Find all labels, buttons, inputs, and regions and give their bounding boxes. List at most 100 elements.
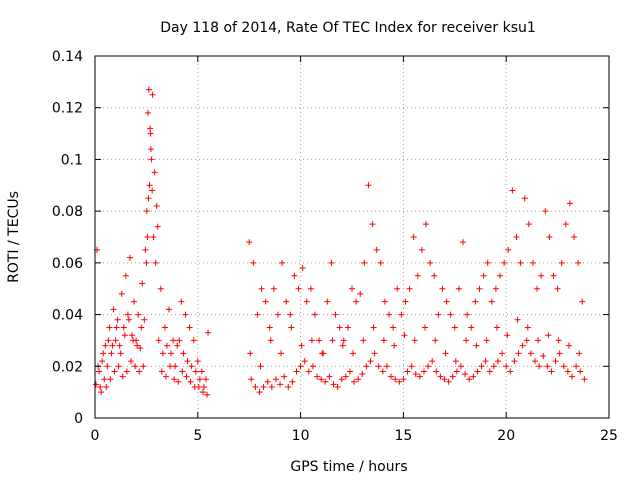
x-tick-label: 5 xyxy=(193,428,202,444)
data-point xyxy=(412,371,419,378)
data-point xyxy=(260,383,267,390)
data-point xyxy=(381,298,388,305)
data-point xyxy=(98,389,105,396)
data-point xyxy=(484,259,491,266)
data-point xyxy=(332,311,339,318)
data-point xyxy=(565,342,572,349)
data-point xyxy=(297,363,304,370)
data-point xyxy=(344,324,351,331)
data-point xyxy=(425,363,432,370)
data-point xyxy=(179,368,186,375)
data-point xyxy=(534,285,541,292)
data-point xyxy=(114,316,121,323)
data-point xyxy=(470,373,477,380)
data-point xyxy=(431,272,438,279)
data-point xyxy=(188,363,195,370)
data-point xyxy=(103,383,110,390)
data-point xyxy=(176,337,183,344)
data-point xyxy=(401,332,408,339)
data-point xyxy=(445,378,452,385)
data-point xyxy=(178,298,185,305)
data-point xyxy=(151,169,158,176)
data-point xyxy=(162,373,169,380)
data-point xyxy=(435,311,442,318)
data-point xyxy=(558,259,565,266)
data-point xyxy=(166,306,173,313)
data-point xyxy=(318,376,325,383)
data-point xyxy=(398,311,405,318)
data-point xyxy=(190,337,197,344)
data-point xyxy=(138,324,145,331)
data-point xyxy=(120,324,127,331)
data-point xyxy=(319,350,326,357)
data-point xyxy=(134,342,141,349)
data-point xyxy=(308,337,315,344)
data-point xyxy=(503,363,510,370)
data-point xyxy=(546,234,553,240)
data-point xyxy=(150,234,157,240)
data-point xyxy=(576,350,583,357)
data-point xyxy=(416,373,423,380)
data-point xyxy=(460,239,467,246)
data-point xyxy=(531,358,538,365)
data-point xyxy=(478,363,485,370)
data-point xyxy=(493,324,500,331)
data-point xyxy=(353,298,360,305)
data-point xyxy=(303,298,310,305)
data-point xyxy=(463,337,470,344)
data-point xyxy=(375,363,382,370)
data-point xyxy=(147,125,154,132)
data-point xyxy=(338,376,345,383)
data-point xyxy=(564,368,571,375)
data-point xyxy=(443,298,450,305)
data-point xyxy=(254,311,261,318)
y-tick-label: 0.12 xyxy=(52,101,83,117)
data-point xyxy=(336,324,343,331)
data-point xyxy=(573,363,580,370)
data-point xyxy=(117,350,124,357)
y-tick-label: 0.02 xyxy=(52,359,83,375)
data-point xyxy=(278,350,285,357)
data-point xyxy=(147,146,154,153)
data-point xyxy=(96,368,103,375)
data-point xyxy=(131,298,138,305)
y-tick-label: 0.04 xyxy=(52,308,83,324)
data-point xyxy=(515,350,522,357)
data-point xyxy=(545,332,552,339)
data-point xyxy=(365,182,372,189)
y-axis-label: ROTI / TECUs xyxy=(6,191,22,283)
data-point xyxy=(400,376,407,383)
data-point xyxy=(152,259,159,266)
data-point xyxy=(494,358,501,365)
data-point xyxy=(392,376,399,383)
data-point xyxy=(161,324,168,331)
data-point xyxy=(180,350,187,357)
data-point xyxy=(342,373,349,380)
data-point xyxy=(379,368,386,375)
data-point xyxy=(272,376,279,383)
x-tick-label: 20 xyxy=(497,428,515,444)
data-point xyxy=(256,389,263,396)
data-point xyxy=(140,363,147,370)
data-point xyxy=(196,376,203,383)
data-point xyxy=(451,324,458,331)
data-point xyxy=(414,272,421,279)
data-point xyxy=(579,298,586,305)
data-point xyxy=(205,329,212,336)
data-point xyxy=(252,383,259,390)
x-tick-label: 25 xyxy=(600,428,618,444)
data-point xyxy=(137,345,144,352)
data-point xyxy=(139,280,146,287)
data-point xyxy=(497,272,504,279)
data-point xyxy=(556,350,563,357)
data-point xyxy=(427,259,434,266)
data-point xyxy=(394,285,401,292)
data-point xyxy=(110,306,117,313)
data-point xyxy=(268,383,275,390)
data-point xyxy=(429,358,436,365)
data-point xyxy=(544,363,551,370)
grid-lines xyxy=(95,56,609,418)
data-point xyxy=(437,373,444,380)
data-point xyxy=(523,337,530,344)
data-point xyxy=(480,272,487,279)
